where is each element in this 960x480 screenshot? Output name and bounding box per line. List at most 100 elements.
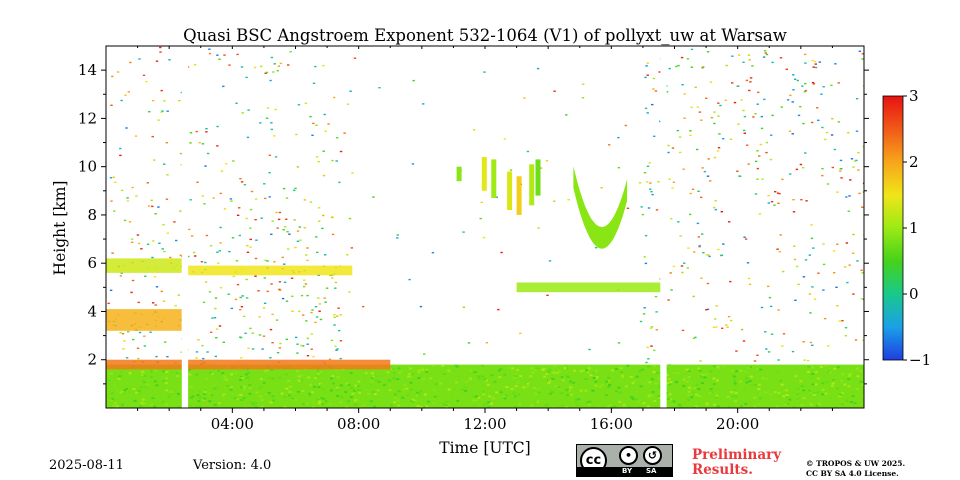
noise-pixel — [857, 152, 860, 154]
boundary-layer-texture — [608, 384, 612, 386]
boundary-layer-texture — [729, 371, 733, 374]
noise-pixel — [290, 277, 294, 279]
noise-pixel — [232, 275, 235, 278]
noise-pixel — [206, 351, 209, 353]
boundary-layer-texture — [122, 392, 126, 395]
noise-pixel — [306, 294, 309, 297]
noise-pixel — [422, 103, 425, 105]
boundary-layer-texture — [463, 386, 467, 389]
boundary-layer-texture — [604, 394, 608, 397]
noise-pixel — [809, 341, 813, 344]
boundary-layer-texture — [451, 397, 455, 399]
boundary-layer-texture — [270, 368, 274, 371]
noise-pixel — [165, 142, 168, 144]
boundary-layer-texture — [491, 397, 495, 400]
noise-pixel — [847, 132, 850, 134]
noise-pixel — [318, 220, 321, 222]
noise-pixel — [200, 261, 204, 263]
boundary-layer-texture — [213, 403, 217, 406]
boundary-layer-texture — [794, 375, 798, 378]
boundary-layer-texture — [824, 392, 828, 395]
noise-pixel — [125, 127, 128, 129]
noise-pixel — [125, 357, 129, 359]
boundary-layer-texture — [577, 398, 581, 401]
noise-pixel — [218, 325, 222, 327]
noise-pixel — [268, 196, 271, 198]
boundary-layer-texture — [169, 392, 173, 395]
noise-pixel — [802, 341, 805, 343]
noise-pixel — [803, 90, 807, 93]
boundary-layer-texture — [513, 406, 517, 408]
boundary-layer-texture — [393, 374, 397, 377]
noise-pixel — [120, 189, 124, 192]
noise-pixel — [480, 201, 483, 203]
noise-pixel — [163, 163, 166, 165]
noise-pixel — [215, 328, 219, 330]
boundary-layer-texture — [415, 394, 419, 397]
boundary-layer-texture — [444, 404, 448, 407]
noise-pixel — [770, 201, 774, 203]
noise-pixel — [830, 134, 834, 136]
boundary-layer-texture — [267, 377, 271, 380]
noise-pixel — [151, 256, 154, 259]
boundary-layer-texture — [561, 379, 565, 382]
noise-pixel — [279, 342, 282, 345]
boundary-layer-texture — [836, 366, 840, 369]
version-label: Version: 4.0 — [193, 458, 272, 473]
noise-pixel — [291, 310, 294, 312]
noise-pixel — [820, 93, 823, 95]
noise-pixel — [274, 108, 277, 111]
noise-pixel — [136, 347, 140, 349]
noise-pixel — [291, 295, 294, 297]
noise-pixel — [720, 211, 723, 213]
boundary-layer-texture — [800, 388, 804, 391]
boundary-layer-texture — [318, 371, 322, 374]
boundary-layer-texture — [196, 394, 200, 397]
license-line-2: CC BY SA 4.0 License. — [806, 469, 899, 478]
noise-pixel — [679, 151, 682, 154]
boundary-layer-texture — [588, 400, 592, 403]
noise-pixel — [264, 259, 267, 262]
boundary-layer-texture — [786, 402, 790, 405]
noise-pixel — [234, 298, 238, 301]
noise-pixel — [728, 221, 731, 223]
boundary-layer-texture — [503, 397, 507, 400]
noise-pixel — [306, 355, 310, 357]
noise-pixel — [847, 210, 850, 212]
boundary-layer-texture — [240, 399, 244, 402]
boundary-layer-texture — [698, 393, 702, 396]
noise-pixel — [643, 256, 646, 258]
boundary-layer-texture — [560, 392, 564, 395]
boundary-layer-texture — [587, 403, 591, 406]
noise-pixel — [145, 80, 148, 83]
noise-pixel — [793, 245, 796, 247]
boundary-layer-texture — [259, 386, 263, 389]
x-tick-label: 12:00 — [463, 415, 506, 433]
boundary-layer-texture — [138, 392, 142, 395]
noise-pixel — [745, 79, 749, 82]
colorbar-tick-label: 2 — [909, 153, 919, 171]
noise-pixel — [690, 48, 694, 51]
noise-pixel — [742, 340, 746, 342]
boundary-layer-texture — [839, 379, 843, 382]
data-gap — [181, 46, 189, 408]
noise-pixel — [279, 289, 282, 291]
noise-pixel — [678, 136, 682, 138]
noise-pixel — [201, 143, 205, 145]
noise-pixel — [193, 64, 197, 66]
boundary-layer-texture — [487, 401, 490, 403]
boundary-layer-texture — [475, 372, 479, 375]
boundary-layer-texture — [493, 380, 497, 383]
boundary-layer-texture — [207, 403, 210, 406]
noise-pixel — [134, 135, 138, 137]
boundary-layer-texture — [209, 371, 212, 374]
noise-pixel — [709, 180, 712, 182]
boundary-layer-texture — [855, 367, 859, 370]
noise-pixel — [716, 150, 720, 152]
noise-pixel — [129, 61, 132, 64]
feature-aerosol-layer-6-km — [106, 258, 182, 273]
boundary-layer-texture — [247, 371, 250, 374]
boundary-layer-texture — [409, 367, 412, 370]
boundary-layer-texture — [601, 383, 605, 386]
